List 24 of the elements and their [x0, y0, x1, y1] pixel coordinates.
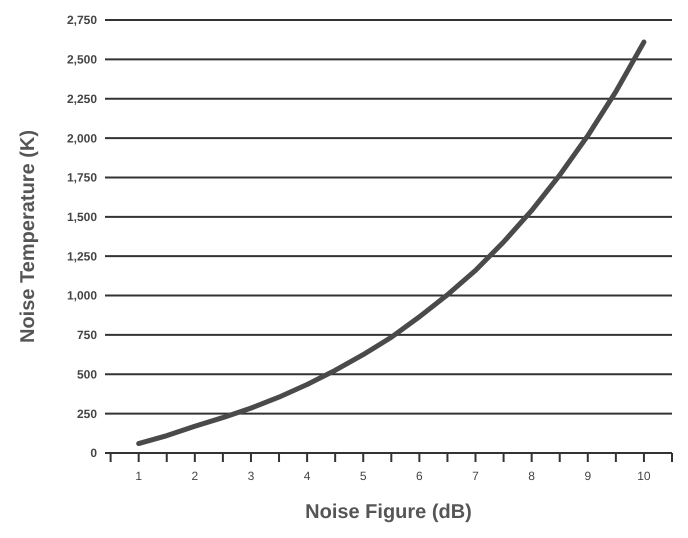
y-tick-label: 250	[76, 406, 98, 421]
y-axis-title: Noise Temperature (K)	[17, 130, 39, 344]
x-tick-label: 5	[360, 469, 367, 483]
y-tick-label: 2,000	[66, 131, 98, 146]
y-tick-label: 750	[76, 328, 98, 342]
y-tick-label: 1,250	[66, 249, 98, 264]
x-tick-label: 6	[416, 469, 424, 483]
y-tick-label: 1,000	[66, 288, 98, 303]
x-tick-label: 2	[191, 469, 198, 483]
x-axis-title: Noise Figure (dB)	[305, 501, 472, 523]
y-tick-label: 2,500	[66, 52, 98, 67]
x-tick-label: 10	[637, 469, 651, 483]
x-tick-label: 7	[472, 469, 480, 483]
x-tick-label: 4	[304, 469, 311, 483]
y-tick-label: 2,750	[66, 13, 98, 28]
y-tick-label: 1,500	[66, 210, 98, 224]
x-tick-label: 1	[135, 469, 142, 483]
x-tick-label: 3	[248, 469, 255, 483]
x-tick-label: 8	[528, 469, 536, 483]
y-tick-label: 0	[90, 446, 98, 460]
y-tick-label: 500	[76, 367, 98, 382]
y-tick-label: 2,250	[66, 92, 98, 106]
y-tick-label: 1,750	[66, 170, 98, 185]
x-tick-label: 9	[584, 469, 592, 483]
